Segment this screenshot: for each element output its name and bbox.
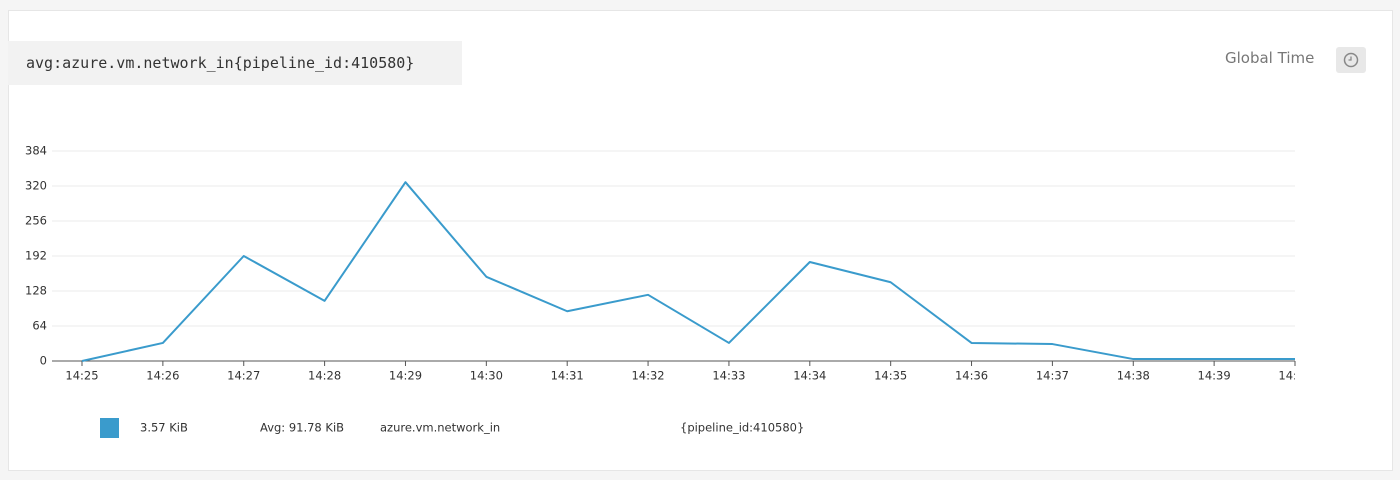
y-tick-label: 64 [32, 319, 47, 333]
x-tick-label: 14:26 [146, 369, 179, 383]
x-tick-label: 14:29 [389, 369, 422, 383]
x-tick-label: 14:37 [1036, 369, 1069, 383]
legend-metric: azure.vm.network_in [380, 421, 500, 435]
x-tick-label: 14:36 [955, 369, 988, 383]
x-tick-label: 14:31 [551, 369, 584, 383]
legend-last: 3.57 KiB [140, 421, 188, 435]
series-line [81, 181, 1295, 362]
x-tick-label: 14:35 [874, 369, 907, 383]
x-tick-label: 14:30 [470, 369, 503, 383]
clock-button[interactable] [1336, 47, 1366, 73]
legend-scope: {pipeline_id:410580} [680, 421, 804, 435]
legend-swatch [100, 418, 119, 438]
y-tick-label: 0 [40, 354, 47, 368]
y-tick-label: 320 [25, 179, 47, 193]
x-tick-label: 14:39 [1198, 369, 1231, 383]
y-tick-label: 128 [25, 284, 47, 298]
x-tick-group: 14:25 14:26 14:27 14:28 14:29 14:30 14:31 14:32… [65, 369, 1311, 383]
legend-avg: Avg: 91.78 KiB [260, 421, 344, 435]
y-tick-label: 256 [25, 214, 47, 228]
x-tick-label: 14:34 [793, 369, 826, 383]
query-label: avg:azure.vm.network_in{pipeline_id:4105… [8, 41, 462, 85]
x-tick-label: 14:27 [227, 369, 260, 383]
global-time-label: Global Time [1225, 49, 1315, 67]
widget-card [8, 10, 1393, 471]
x-tick-label: 14:28 [308, 369, 341, 383]
x-tick-label: 14:25 [65, 369, 98, 383]
y-tick-label: 192 [25, 249, 47, 263]
y-tick-label: 384 [25, 144, 47, 158]
x-tick-label: 14:38 [1117, 369, 1150, 383]
x-tick-label: 14:32 [631, 369, 664, 383]
x-tick-label: 14:40 [1278, 369, 1311, 383]
x-tick-label: 14:33 [712, 369, 745, 383]
clock-icon [1343, 52, 1359, 68]
